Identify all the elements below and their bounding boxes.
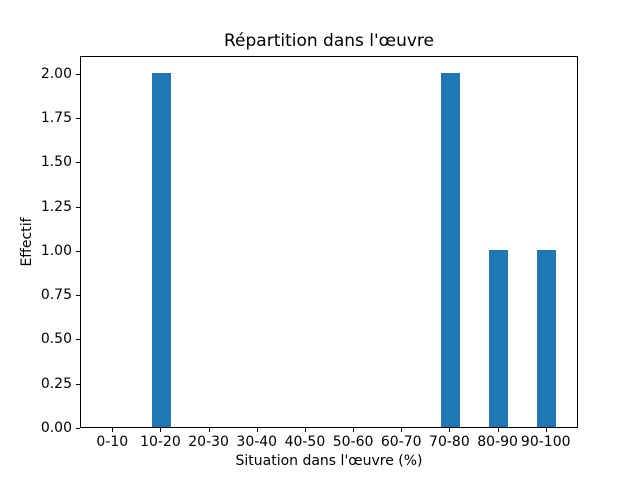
x-tick-label: 10-20 — [140, 434, 181, 450]
x-axis-label: Situation dans l'œuvre (%) — [235, 453, 423, 469]
x-tick-mark — [449, 428, 451, 432]
bar-80-90 — [488, 249, 509, 427]
x-tick-mark — [256, 428, 258, 432]
y-axis-label: Effectif — [19, 217, 35, 267]
y-tick-mark — [76, 383, 80, 385]
y-tick-label: 2.00 — [40, 65, 72, 82]
x-tick-mark — [304, 428, 306, 432]
x-tick-mark — [160, 428, 162, 432]
x-tick-label: 50-60 — [332, 434, 374, 450]
x-tick-mark — [497, 428, 499, 432]
chart-title: Répartition dans l'œuvre — [223, 31, 434, 51]
bar-10-20 — [151, 72, 172, 427]
x-tick-label: 40-50 — [284, 434, 326, 450]
x-tick-label: 80-90 — [477, 434, 518, 450]
y-tick-label: 1.50 — [40, 154, 72, 171]
y-tick-label: 0.75 — [40, 287, 72, 304]
plot-area — [80, 56, 578, 428]
y-tick-mark — [76, 250, 80, 252]
y-tick-label: 1.00 — [40, 242, 72, 259]
y-tick-mark — [76, 118, 80, 119]
x-tick-label: 20-30 — [188, 434, 229, 450]
y-tick-mark — [76, 339, 80, 341]
x-tick-mark — [353, 428, 355, 432]
y-tick-label: 1.75 — [40, 110, 72, 126]
y-tick-mark — [76, 206, 80, 208]
y-tick-mark — [76, 162, 80, 164]
y-tick-mark — [76, 295, 80, 297]
x-tick-label: 90-100 — [520, 434, 571, 450]
x-tick-mark — [545, 428, 547, 432]
y-tick-label: 0.50 — [40, 331, 72, 348]
x-tick-mark — [112, 428, 114, 432]
y-tick-label: 1.25 — [40, 198, 72, 215]
x-tick-label: 60-70 — [380, 434, 422, 450]
y-tick-label: 0.00 — [40, 420, 72, 436]
y-tick-mark — [76, 428, 80, 429]
bar-70-80 — [440, 72, 461, 427]
y-tick-label: 0.25 — [40, 375, 72, 392]
x-tick-mark — [401, 428, 403, 432]
y-tick-mark — [76, 73, 80, 75]
x-tick-label: 30-40 — [236, 434, 278, 450]
x-tick-label: 0-10 — [96, 434, 129, 450]
bar-90-100 — [537, 249, 557, 427]
x-tick-label: 70-80 — [429, 434, 470, 450]
x-tick-mark — [208, 428, 210, 432]
